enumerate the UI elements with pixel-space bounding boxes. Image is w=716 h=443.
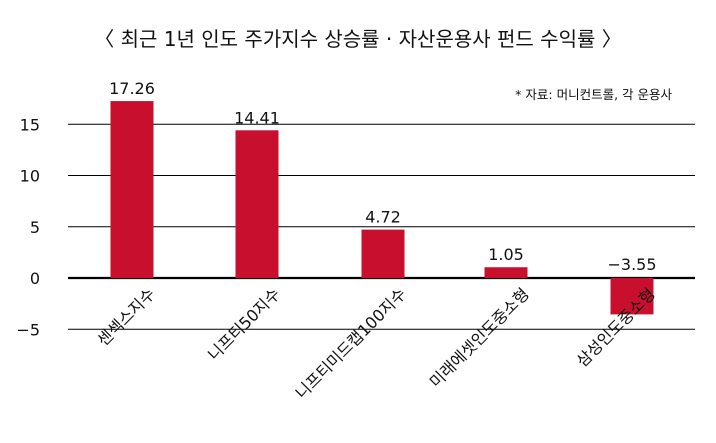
y-tick-label: 0 [30,269,40,288]
data-labels: 17.26 14.41 4.72 1.05 −3.55 [109,79,656,274]
x-axis-ticks: 센섹스지수 니프티50지수 니프티미드캡100지수 미래에셋인도중소형 삼성인도중소형 [93,284,658,402]
bar-4 [484,267,528,278]
x-tick-label-4: 미래에셋인도중소형 [426,284,533,391]
x-tick-label-1: 센섹스지수 [93,284,158,349]
y-tick-label: 5 [30,218,40,237]
x-tick-label-2: 니프티50지수 [204,284,284,364]
chart-title: 〈 최근 1년 인도 주가지수 상승률 · 자산운용사 펀드 수익률 〉 [94,27,621,51]
bar-3 [361,229,405,278]
data-label-2: 14.41 [234,108,280,127]
data-label-4: 1.05 [488,245,524,264]
y-axis-ticks: 15 10 5 0 −5 [16,115,40,339]
data-label-5: −3.55 [607,255,656,274]
data-label-1: 17.26 [109,79,155,98]
x-tick-label-3: 니프티미드캡100지수 [292,284,410,402]
bars [110,101,654,315]
y-tick-label: 10 [20,167,40,186]
bar-2 [235,130,279,278]
y-tick-label: −5 [16,320,40,339]
source-note: * 자료: 머니컨트롤, 각 운용사 [515,87,672,102]
bar-1 [110,101,154,279]
bar-5 [610,278,654,315]
data-label-3: 4.72 [365,208,401,227]
y-tick-label: 15 [20,115,40,134]
